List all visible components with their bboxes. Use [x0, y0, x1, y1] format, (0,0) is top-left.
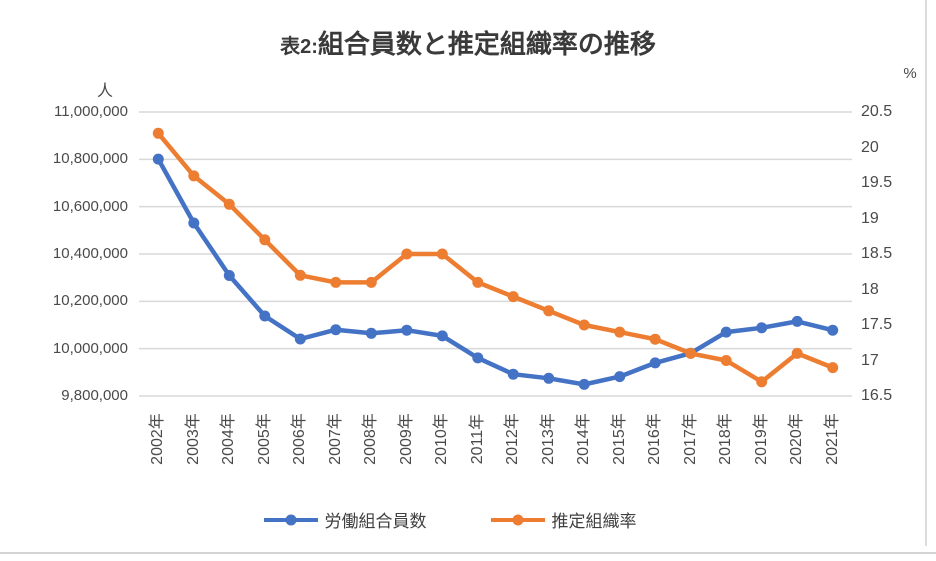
data-point — [401, 324, 413, 336]
legend-dot — [285, 514, 296, 525]
series-line-1 — [156, 131, 835, 385]
data-point — [365, 327, 377, 339]
legend-label-members: 労働組合員数 — [324, 512, 427, 531]
left-axis-tick: 10,200,000 — [52, 292, 128, 310]
x-axis-tick: 2012年 — [504, 413, 522, 465]
data-point — [152, 153, 164, 165]
data-point — [791, 315, 803, 327]
x-axis-tick: 2011年 — [468, 413, 486, 465]
data-point — [223, 198, 235, 210]
right-axis-tick: 19.5 — [861, 174, 893, 191]
x-axis-tick: 2016年 — [646, 413, 664, 465]
left-axis-tick: 10,400,000 — [52, 245, 128, 262]
x-axis-tick: 2004年 — [220, 413, 238, 465]
right-axis-tick: 20 — [861, 138, 879, 156]
data-point — [791, 347, 803, 359]
right-axis-tick: 17.5 — [861, 316, 893, 333]
legend-dot — [512, 514, 523, 525]
series-line-0 — [156, 156, 835, 387]
data-point — [259, 310, 271, 322]
data-point — [330, 324, 342, 336]
right-axis-tick: 18.5 — [861, 245, 893, 262]
x-axis-tick: 2015年 — [610, 413, 628, 465]
data-point — [188, 217, 200, 229]
legend-item-rate: 推定組織率 — [490, 507, 637, 532]
data-point — [507, 368, 519, 380]
data-point — [259, 234, 271, 246]
x-axis-tick: 2009年 — [397, 413, 415, 465]
data-point — [436, 330, 448, 342]
chart-title-prefix: 表2: — [280, 36, 318, 58]
x-axis-tick: 2019年 — [752, 413, 770, 465]
data-point — [720, 355, 732, 366]
data-point — [543, 305, 555, 317]
data-point — [614, 371, 626, 383]
data-point — [578, 319, 590, 331]
data-point — [223, 270, 235, 281]
chart-title-main: 組合員数と推定組織率の推移 — [317, 29, 656, 59]
right-axis-tick: 16.5 — [861, 387, 893, 404]
x-axis-tick: 2005年 — [255, 413, 273, 465]
data-point — [649, 357, 661, 369]
right-axis-tick: 18 — [861, 280, 879, 298]
x-axis-tick: 2002年 — [149, 413, 167, 465]
data-point — [827, 324, 839, 336]
left-axis-unit-label: 人 — [96, 83, 113, 100]
data-point — [614, 326, 626, 338]
data-point — [294, 333, 306, 345]
chart-legend: 労働組合員数 推定組織率 — [0, 507, 900, 532]
right-axis-tick: 20.5 — [861, 103, 893, 120]
x-axis-tick: 2014年 — [575, 413, 593, 465]
data-point — [543, 372, 555, 384]
page-right-border — [925, 0, 927, 546]
legend-marker-rate — [490, 514, 545, 525]
x-axis-tick: 2021年 — [823, 413, 841, 465]
data-point — [401, 248, 413, 260]
x-axis-tick: 2007年 — [326, 413, 344, 465]
legend-label-rate: 推定組織率 — [551, 512, 637, 531]
data-point — [294, 269, 306, 281]
left-axis-tick: 10,800,000 — [52, 150, 128, 168]
data-point — [472, 276, 484, 288]
data-point — [507, 291, 519, 303]
data-point — [365, 276, 377, 288]
page-bottom-border — [0, 552, 936, 554]
data-point — [578, 378, 590, 390]
data-point — [188, 170, 200, 182]
data-point — [152, 127, 164, 139]
x-axis-tick: 2020年 — [788, 413, 806, 465]
data-point — [827, 362, 839, 374]
data-point — [756, 376, 768, 388]
x-axis-tick: 2006年 — [291, 413, 309, 465]
legend-item-members: 労働組合員数 — [263, 507, 427, 532]
data-point — [436, 248, 448, 260]
legend-marker-members — [263, 514, 318, 525]
x-axis-tick: 2010年 — [433, 413, 451, 465]
plot-area — [139, 111, 852, 397]
left-axis-tick: 10,000,000 — [52, 339, 128, 357]
data-point — [472, 352, 484, 364]
data-point — [720, 326, 732, 338]
x-axis-tick: 2003年 — [184, 413, 202, 465]
right-axis-unit-label: % — [903, 65, 917, 82]
right-axis-tick: 17 — [861, 351, 879, 369]
chart-title: 表2:組合員数と推定組織率の推移 — [0, 24, 936, 61]
left-axis-tick: 9,800,000 — [61, 387, 128, 404]
left-axis-tick: 10,600,000 — [52, 197, 128, 215]
right-axis-tick: 19 — [861, 209, 879, 227]
data-point — [756, 322, 768, 334]
x-axis-tick: 2008年 — [362, 413, 380, 465]
data-point — [649, 333, 661, 345]
x-axis-tick: 2017年 — [681, 413, 699, 465]
data-point — [685, 347, 697, 359]
x-axis-tick: 2013年 — [539, 413, 557, 465]
x-axis-tick: 2018年 — [717, 413, 735, 465]
left-axis-tick: 11,000,000 — [54, 103, 128, 120]
data-point — [330, 276, 342, 288]
